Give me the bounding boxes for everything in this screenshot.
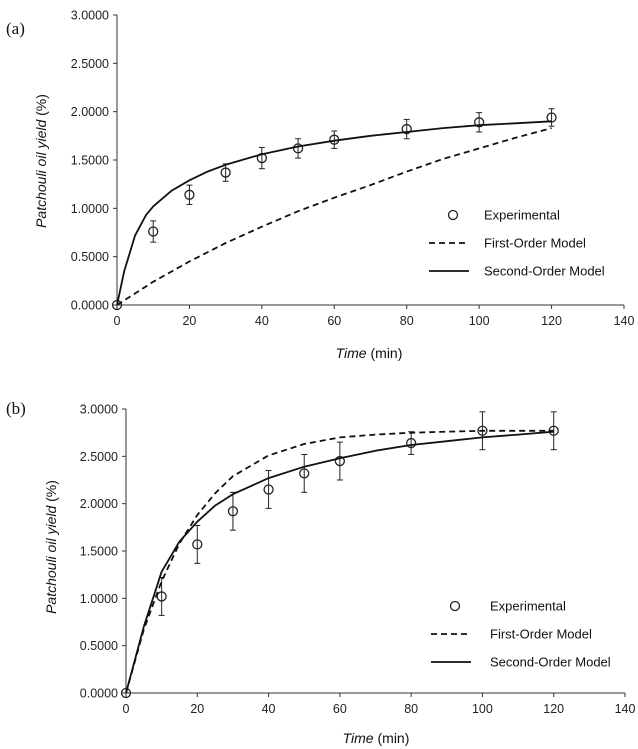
- experimental-marker: [120, 687, 132, 699]
- y-tick-label: 0.5000: [71, 250, 109, 264]
- x-tick-label: 140: [614, 314, 635, 328]
- y-tick-label: 0.0000: [71, 299, 109, 313]
- legend-a: Experimental First-Order Model Second-Orde…: [429, 208, 605, 279]
- data-point: [120, 687, 132, 699]
- x-tick-label: 20: [182, 314, 196, 328]
- legend-label: Second-Order Model: [490, 655, 611, 670]
- y-tick-label: 3.0000: [71, 9, 109, 23]
- marks-b: [120, 411, 559, 699]
- x-axis-title-b: Time (min): [343, 730, 410, 746]
- second-order-line: [125, 430, 554, 694]
- experimental-marker: [184, 189, 195, 200]
- data-point: [192, 524, 203, 564]
- data-point: [405, 431, 417, 455]
- y-tick-label: 1.5000: [80, 545, 118, 559]
- legend-b: Experimental First-Order Model Second-Orde…: [431, 599, 611, 670]
- second-order-line: [116, 120, 552, 306]
- data-point: [263, 470, 274, 509]
- y-tick-label: 0.5000: [80, 639, 118, 653]
- x-tick-label: 40: [262, 702, 276, 716]
- y-tick-label: 2.0000: [80, 497, 118, 511]
- legend-item: Second-Order Model: [429, 264, 605, 279]
- y-tick-label: 2.5000: [80, 450, 118, 464]
- x-tick-label: 0: [123, 702, 130, 716]
- x-tick-label: 80: [404, 702, 418, 716]
- axes-a: 0.0000 0.5000 1.0000 1.5000 2.0000 2.5000 3.00…: [71, 9, 635, 329]
- experimental-marker: [111, 299, 123, 311]
- y-tick-label: 3.0000: [80, 403, 118, 417]
- data-point: [111, 299, 123, 311]
- experimental-marker: [263, 484, 274, 495]
- data-point: [299, 453, 310, 493]
- first-order-line: [125, 429, 554, 694]
- data-point: [473, 112, 485, 133]
- x-tick-label: 40: [255, 314, 269, 328]
- experimental-marker: [477, 425, 488, 436]
- legend-item: Second-Order Model: [431, 655, 611, 670]
- data-point: [227, 491, 239, 531]
- x-tick-label: 0: [114, 314, 121, 328]
- experimental-marker: [405, 437, 417, 449]
- x-tick-label: 20: [190, 702, 204, 716]
- x-tick-label: 140: [615, 702, 636, 716]
- legend-label: First-Order Model: [484, 236, 586, 251]
- experimental-marker: [227, 506, 239, 517]
- experimental-marker: [292, 143, 304, 154]
- experimental-marker: [156, 591, 167, 602]
- data-point: [546, 108, 557, 127]
- experimental-marker: [334, 455, 346, 467]
- data-point: [334, 441, 346, 481]
- legend-marker: [449, 600, 461, 612]
- x-tick-label: 100: [472, 702, 493, 716]
- y-tick-label: 1.5000: [71, 154, 109, 168]
- legend-marker: [447, 209, 459, 221]
- data-point: [401, 118, 412, 140]
- legend-label: Experimental: [490, 599, 566, 614]
- legend-item: Experimental: [449, 599, 566, 614]
- data-point: [148, 220, 159, 243]
- marks-a: [111, 108, 557, 311]
- panel-a: (a) Time (min) Patchouli oil yield (%) 0…: [6, 9, 634, 362]
- experimental-marker: [401, 123, 412, 135]
- y-tick-label: 2.0000: [71, 105, 109, 119]
- x-tick-label: 80: [400, 314, 414, 328]
- axes-b: 0.0000 0.5000 1.0000 1.5000 2.0000 2.5000 3.00…: [80, 403, 636, 717]
- legend-label: First-Order Model: [490, 627, 592, 642]
- data-point: [292, 138, 304, 159]
- x-tick-label: 100: [469, 314, 490, 328]
- experimental-marker: [148, 226, 159, 237]
- y-axis-title-a: Patchouli oil yield (%): [33, 94, 49, 228]
- legend-item: First-Order Model: [429, 236, 586, 251]
- y-tick-label: 1.0000: [71, 202, 109, 216]
- x-tick-label: 60: [327, 314, 341, 328]
- x-tick-label: 60: [333, 702, 347, 716]
- first-order-line: [116, 127, 552, 306]
- experimental-marker: [473, 117, 485, 128]
- x-axis-title-a: Time (min): [336, 345, 403, 361]
- experimental-marker: [299, 468, 310, 479]
- experimental-marker: [220, 167, 231, 178]
- legend-label: Second-Order Model: [484, 264, 605, 279]
- y-tick-label: 1.0000: [80, 592, 118, 606]
- panel-b: (b) Time (min) Patchouli oil yield (%) 0…: [6, 399, 635, 746]
- legend-item: First-Order Model: [431, 627, 592, 642]
- panel-label-a: (a): [6, 19, 25, 38]
- y-tick-label: 0.0000: [80, 687, 118, 701]
- y-tick-label: 2.5000: [71, 57, 109, 71]
- x-tick-label: 120: [541, 314, 562, 328]
- experimental-marker: [192, 539, 203, 550]
- data-point: [256, 146, 268, 170]
- legend-item: Experimental: [447, 208, 560, 223]
- y-axis-title-b: Patchouli oil yield (%): [43, 480, 59, 614]
- x-tick-label: 120: [543, 702, 564, 716]
- legend-label: Experimental: [484, 208, 560, 223]
- data-point: [184, 184, 195, 205]
- panel-label-b: (b): [6, 399, 26, 418]
